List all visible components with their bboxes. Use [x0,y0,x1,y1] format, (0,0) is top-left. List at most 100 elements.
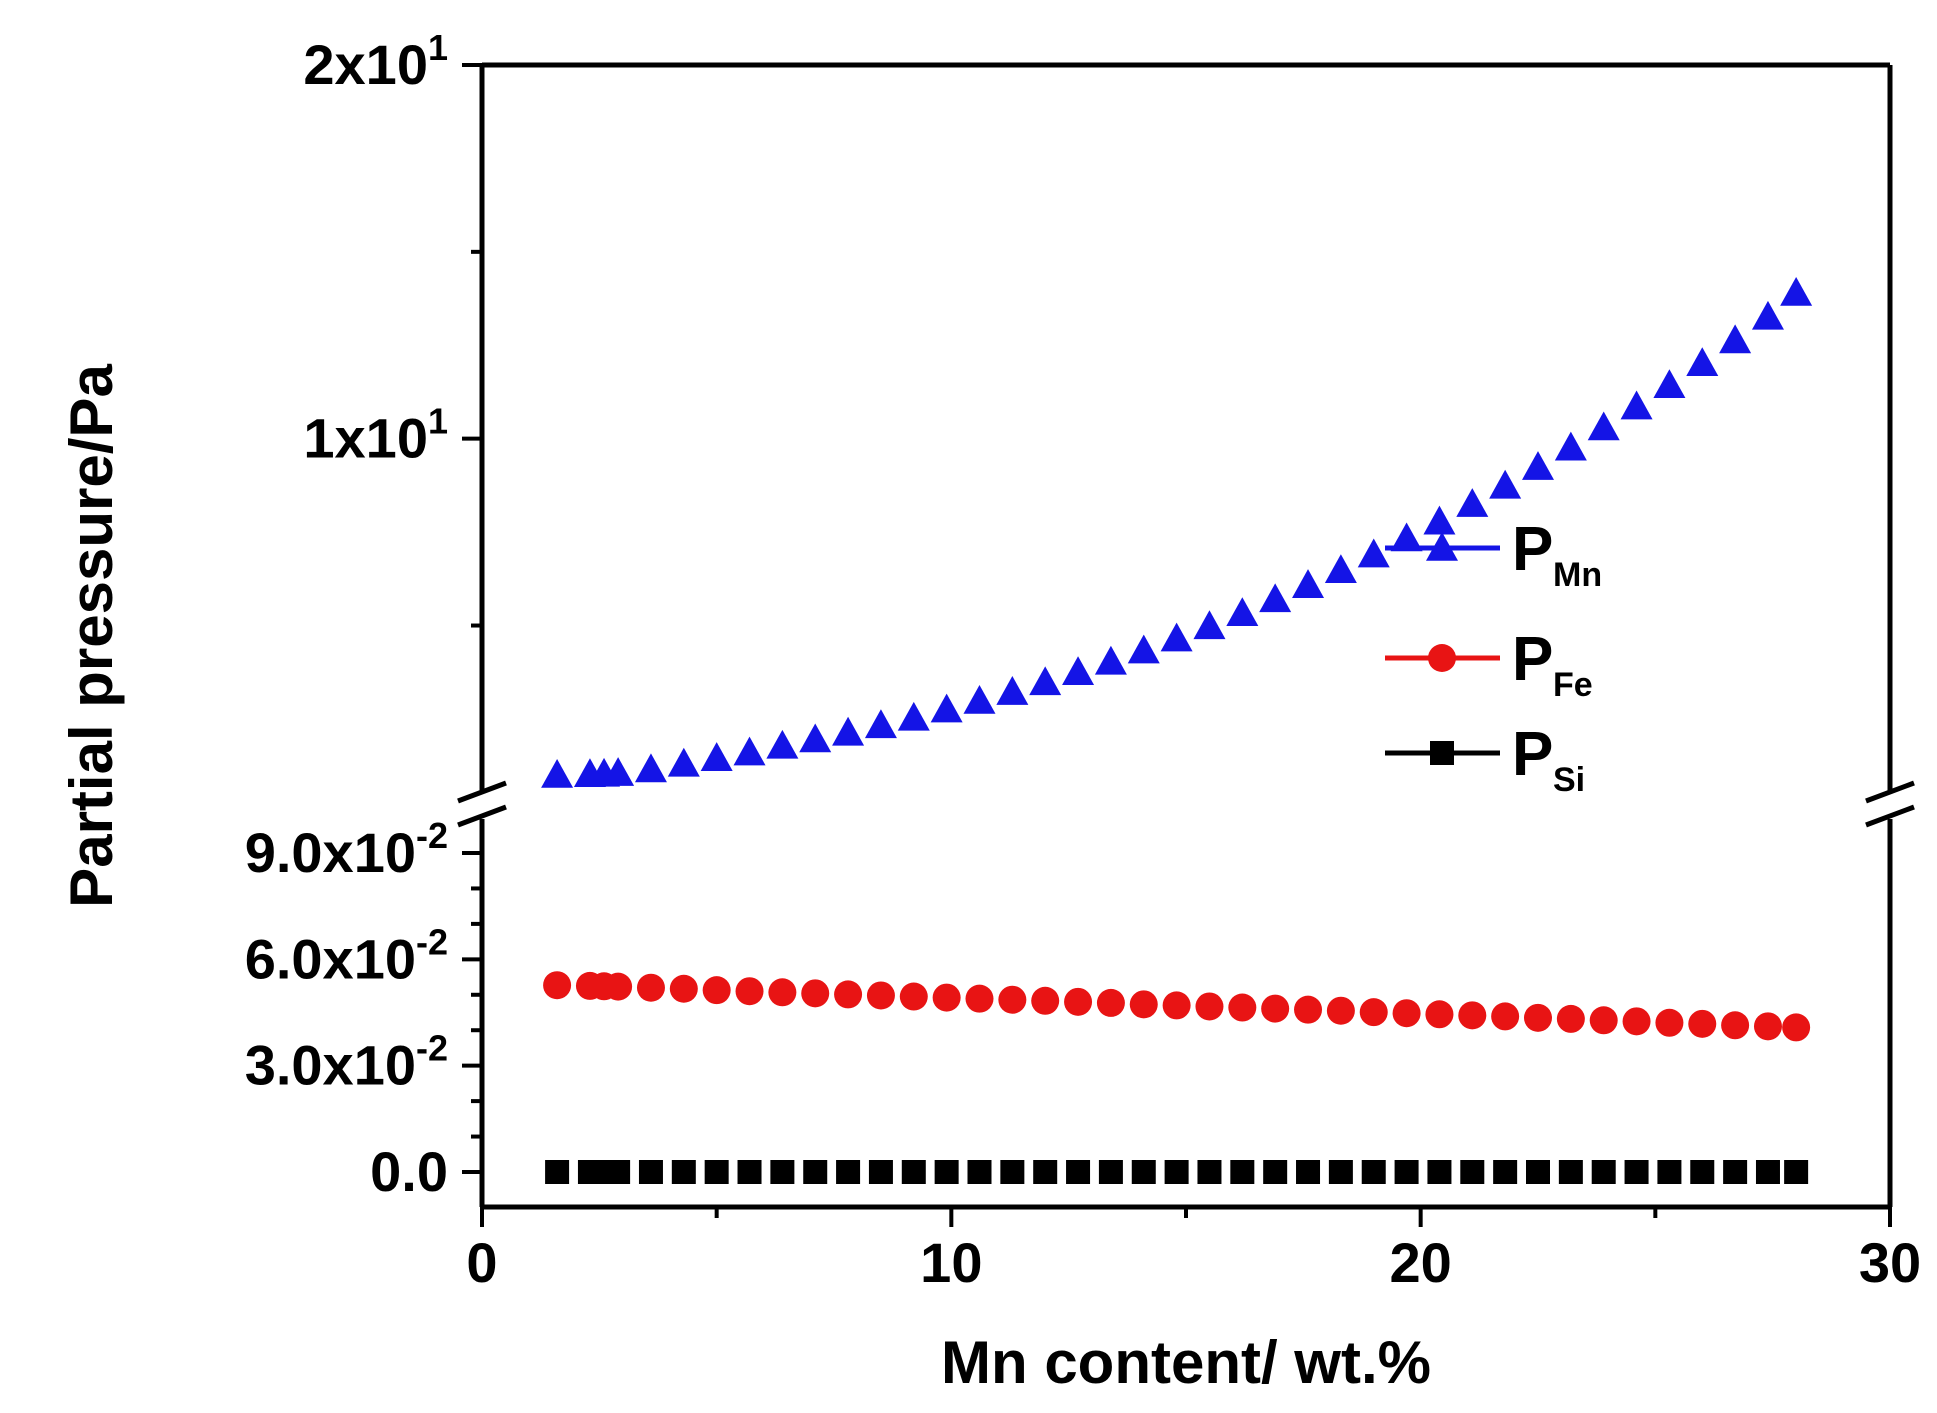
PFe-point [1556,1004,1585,1033]
PFe-point [1622,1007,1651,1036]
PSi-point [1427,1160,1452,1184]
PFe-point [1524,1003,1552,1032]
PFe-point [1294,995,1323,1024]
PMn-point [1029,666,1062,696]
PSi-point [1197,1160,1222,1184]
PFe-point [1753,1012,1782,1041]
PFe-point [1064,987,1093,1016]
PFe-point [1031,986,1060,1015]
PMn-point [1259,583,1292,613]
PFe-point [669,974,698,1003]
PSi-point [1784,1160,1809,1184]
PFe-point [1392,999,1421,1028]
PFe-point [1359,998,1388,1027]
PMn-point [1160,622,1193,652]
series-PSi [545,1160,1809,1184]
y-tick-label: 0.0 [370,1140,448,1203]
PSi-point [545,1160,570,1184]
PSi-point [803,1160,828,1184]
y-tick-label: 9.0x10-2 [245,815,448,884]
PMn-point [1751,300,1784,330]
PSi-point [638,1160,663,1184]
y-tick-label: 3.0x10-2 [245,1028,448,1097]
PSi-point [1328,1160,1353,1184]
PSi-point [1263,1160,1288,1184]
PFe-point [1782,1013,1811,1042]
legend-item-PFe: P Fe [1385,625,1593,704]
PMn-point [1127,634,1160,664]
PMn-point [1587,411,1620,441]
y-axis-title: Partial pressure/Pa [58,364,125,908]
PSi-point [1690,1160,1715,1184]
legend-item-PSi: P Si [1385,720,1585,799]
PSi-point [868,1160,893,1184]
PFe-point [702,976,731,1005]
PSi-point [1460,1160,1485,1184]
y-tick-labels: 0.0 3.0x10-2 6.0x10-2 9.0x10-2 1x101 2x101 [245,27,448,1203]
legend-marker [1426,532,1458,561]
PMn-point [864,709,897,739]
PMn-point [1719,324,1752,354]
legend-sublabel: Fe [1553,666,1593,704]
PSi-point [1493,1160,1518,1184]
PSi-point [1033,1160,1058,1184]
PFe-point [636,973,665,1002]
legend-sublabel: Mn [1553,556,1602,594]
x-tick-labels: 0 10 20 30 [466,1231,1921,1294]
axis-break-left-1 [457,780,507,804]
PSi-point [1657,1160,1682,1184]
legend: P MnP FeP Si [1385,515,1602,799]
PFe-point [1129,990,1158,1019]
PFe-point [1688,1009,1717,1038]
legend-label: P [1512,720,1553,789]
PFe-point [998,985,1027,1014]
PMn-point [832,716,865,746]
PFe-point [1228,993,1257,1022]
PMn-point [541,759,574,788]
data-marks [541,276,1813,1184]
PFe-point [1261,994,1290,1023]
PMn-point [1062,656,1095,686]
PMn-point [1686,347,1719,376]
PSi-point [1361,1160,1386,1184]
x-tick-label: 30 [1859,1231,1921,1294]
PFe-point [899,982,928,1011]
series-PFe [543,971,1811,1042]
PMn-point [1620,390,1653,420]
PMn-point [1193,610,1226,640]
PFe-point [932,983,961,1012]
PSi-point [606,1160,631,1184]
PSi-point [1296,1160,1321,1184]
x-axis-title: Mn content/ wt.% [941,1329,1431,1396]
PMn-point [996,676,1029,705]
PFe-point [1491,1002,1520,1031]
PSi-point [1558,1160,1583,1184]
PMn-point [1324,554,1357,584]
PFe-point [1326,996,1355,1025]
PMn-point [930,693,963,723]
PSi-point [1000,1160,1025,1184]
y-tick-label: 1x101 [303,401,448,470]
PSi-point [967,1160,992,1184]
PSi-point [901,1160,926,1184]
legend-label: P [1512,515,1553,584]
x-tick-label: 20 [1390,1231,1452,1294]
PMn-point [1423,505,1456,535]
PMn-point [1780,276,1813,306]
PFe-point [834,980,863,1009]
PSi-point [1230,1160,1255,1184]
PMn-point [1522,451,1554,480]
PSi-point [770,1160,795,1184]
x-tick-label: 10 [920,1231,982,1294]
PSi-point [1723,1160,1748,1184]
PMn-point [667,747,700,777]
PSi-point [1591,1160,1616,1184]
PMn-point [766,729,799,759]
PMn-point [602,757,635,786]
PFe-point [1589,1006,1618,1035]
PMn-point [700,742,733,771]
PFe-point [1425,1000,1454,1029]
axis-break-right-2 [1865,804,1915,828]
PMn-point [634,753,667,783]
